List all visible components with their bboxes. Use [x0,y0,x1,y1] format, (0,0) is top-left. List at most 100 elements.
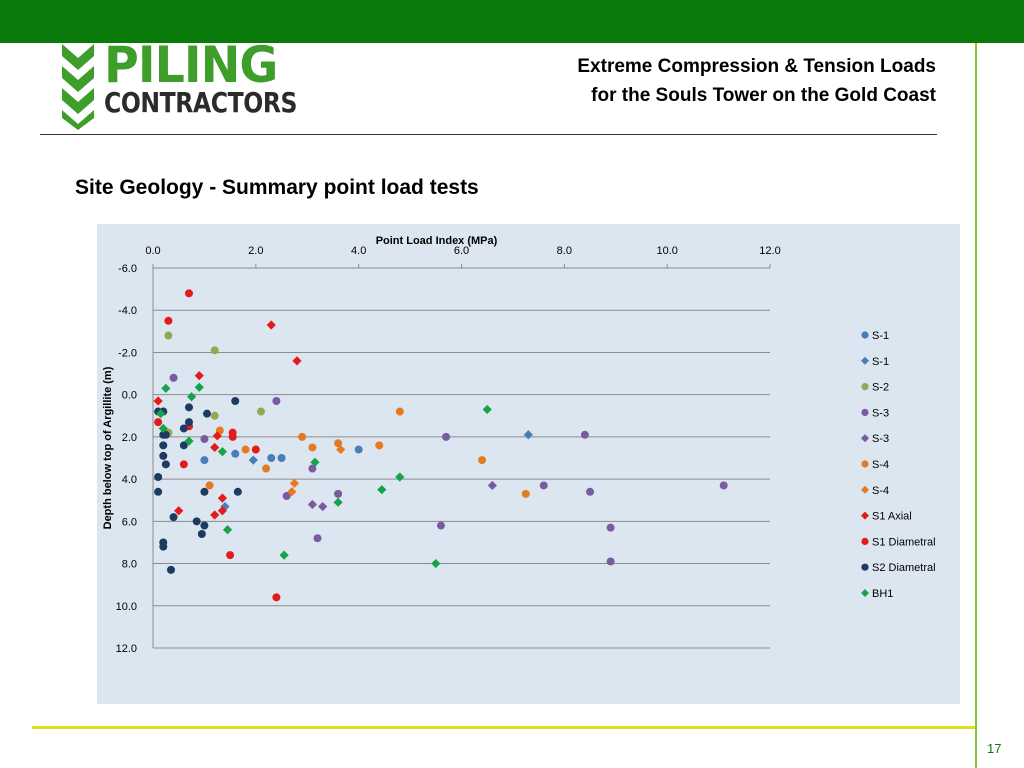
top-bar [0,0,1024,43]
slide-title: Site Geology - Summary point load tests [75,176,479,199]
data-point [606,523,615,532]
data-point [159,542,168,551]
data-point [184,403,193,412]
data-point [233,487,242,496]
header-title-line-1: Extreme Compression & Tension Loads [577,56,936,77]
data-point [287,487,297,497]
data-point [179,460,188,469]
data-point [154,473,163,481]
data-point [228,432,237,441]
data-point [231,397,240,405]
data-point [307,499,317,510]
header-divider [40,134,937,135]
data-point [164,331,173,340]
legend-label: S-3 [872,407,889,419]
accent-vertical-line [975,43,977,768]
data-point [153,396,163,406]
data-point [161,460,170,469]
y-tick-label: 0.0 [122,390,137,402]
legend-marker [861,563,869,571]
legend-label: S-1 [872,356,889,368]
data-point [205,481,214,490]
data-point [262,464,271,473]
data-point [336,444,346,455]
data-point [200,521,209,530]
data-point [308,464,317,473]
data-point [279,550,289,560]
data-point [313,534,322,543]
company-logo: PILING CONTRACTORS [60,36,330,130]
data-point [220,501,230,512]
x-tick-label: 6.0 [454,245,469,257]
y-tick-label: 10.0 [116,601,137,613]
data-point [272,397,281,405]
data-point [277,454,286,462]
legend-label: S-1 [872,330,889,342]
header-title: Extreme Compression & Tension Loads for … [516,52,936,110]
data-point [210,510,220,520]
data-point [217,493,228,503]
data-point [164,316,173,325]
legend-marker [861,331,869,339]
data-point [179,424,188,433]
x-tick-label: 12.0 [759,245,780,257]
legend-label: BH1 [872,588,893,600]
legend-marker [861,408,869,416]
legend-label: S1 Axial [872,511,912,523]
x-axis-title: Point Load Index (MPa) [376,235,498,247]
legend-label: S1 Diametral [872,536,936,548]
data-point [482,404,492,415]
data-point [184,289,193,298]
data-point [158,423,168,434]
data-point [354,445,363,454]
data-point [210,346,219,355]
y-tick-label: 6.0 [122,516,137,528]
data-point [272,593,281,602]
data-point [334,439,343,448]
logo-wordmark-contractors: CONTRACTORS [104,86,298,119]
data-point [241,445,250,454]
y-tick-label: -6.0 [118,263,137,275]
y-tick-label: -2.0 [118,347,137,359]
data-point [719,481,728,490]
data-point [395,472,405,482]
legend-marker [861,589,869,597]
data-point [200,487,209,496]
data-point [186,392,197,402]
data-point [523,430,533,440]
data-point [375,441,384,450]
x-tick-label: 10.0 [656,245,677,257]
y-tick-label: 4.0 [122,474,137,486]
data-point [442,432,451,441]
legend-label: S-2 [872,382,889,394]
data-point [266,320,276,330]
data-point [222,525,233,535]
legend-label: S-4 [872,459,889,471]
data-point [159,451,168,460]
data-point [194,382,204,392]
data-point [184,436,194,446]
y-axis-title: Depth below top of Argillite (m) [102,366,114,529]
legend-marker [861,434,869,443]
x-tick-label: 0.0 [145,245,160,257]
chevron-logo-icon [62,44,94,130]
data-point [154,418,163,427]
legend-label: S-4 [872,485,889,497]
data-point [166,565,175,574]
data-point [174,506,184,516]
data-point [169,513,178,522]
y-tick-label: -4.0 [118,305,137,317]
data-point [395,407,404,416]
data-point [251,445,260,454]
legend-marker [861,537,869,545]
data-point [478,456,487,465]
x-tick-label: 8.0 [557,245,572,257]
data-point [256,407,265,416]
data-point [202,409,211,418]
data-point [159,441,168,450]
logo-wordmark-piling: PILING [104,36,278,94]
data-point [334,489,343,498]
legend-marker [861,485,869,494]
data-point [298,432,307,441]
data-point [161,430,170,439]
